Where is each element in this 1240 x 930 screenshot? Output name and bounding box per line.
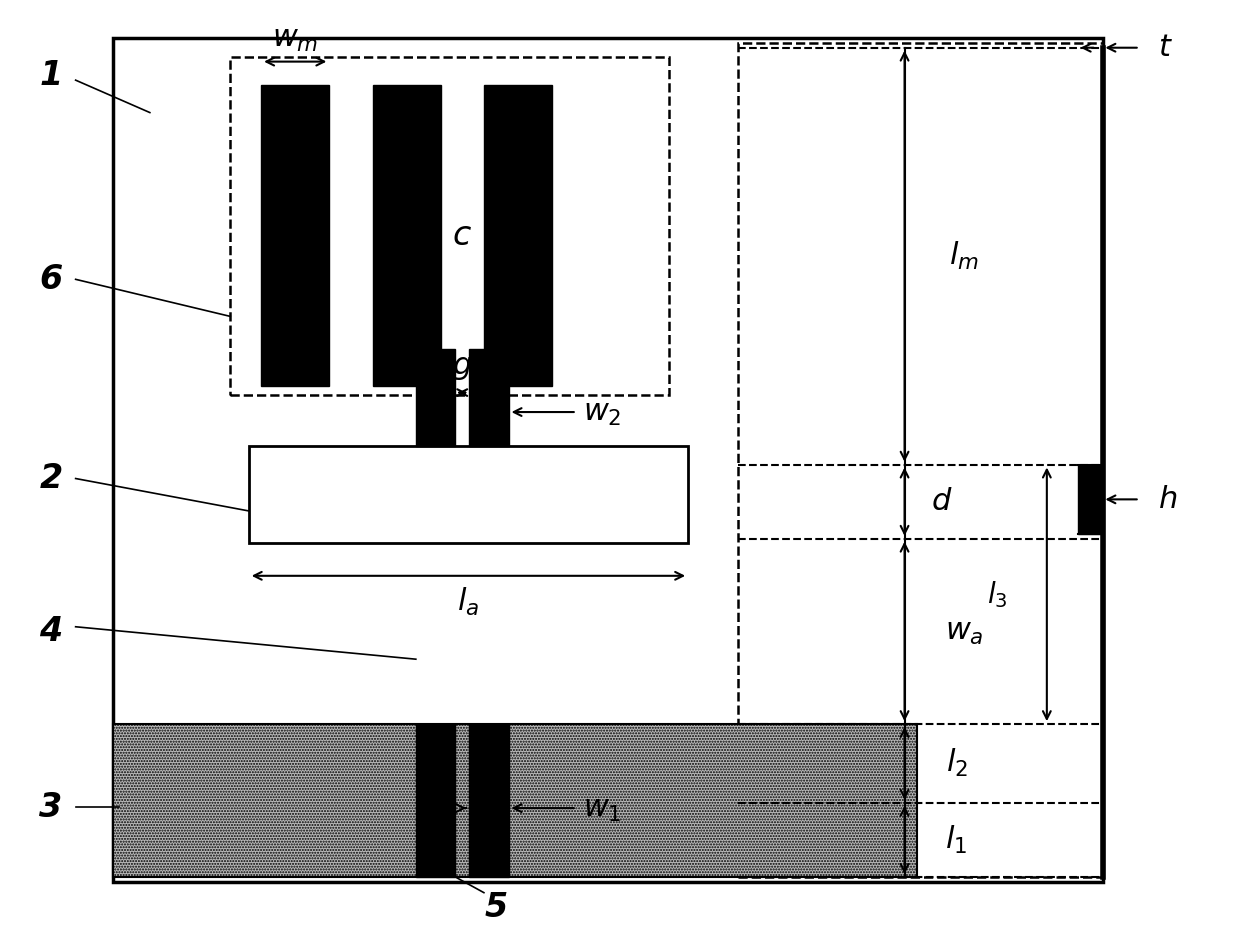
Bar	[484, 85, 552, 386]
Text: 6: 6	[40, 263, 62, 296]
Text: 1: 1	[40, 59, 62, 92]
Text: $l_{2}$: $l_{2}$	[946, 748, 967, 779]
Text: $d$: $d$	[931, 486, 952, 517]
Text: $w_{a}$: $w_{a}$	[945, 616, 983, 647]
Text: $w_{m}$: $w_{m}$	[272, 23, 319, 54]
Text: $t$: $t$	[1158, 33, 1173, 63]
Text: $l_{3}$: $l_{3}$	[987, 579, 1008, 610]
Text: $g$: $g$	[453, 352, 472, 382]
Text: $w_1$: $w_1$	[583, 792, 621, 824]
Bar	[738, 43, 1102, 877]
Text: 3: 3	[40, 790, 62, 824]
Bar	[262, 85, 330, 386]
Text: $h$: $h$	[1158, 484, 1178, 515]
Text: $w_2$: $w_2$	[583, 396, 621, 428]
Bar	[469, 724, 508, 877]
Bar	[113, 38, 1102, 882]
Text: 2: 2	[40, 462, 62, 495]
Bar	[249, 446, 688, 543]
Text: $c$: $c$	[453, 219, 472, 252]
Text: $l_{m}$: $l_{m}$	[949, 240, 978, 272]
Bar	[1078, 465, 1102, 534]
Bar	[113, 724, 916, 877]
Text: 5: 5	[485, 891, 508, 924]
Bar	[469, 349, 508, 446]
Bar	[231, 57, 670, 395]
Bar	[415, 349, 455, 446]
Text: $l_{1}$: $l_{1}$	[945, 824, 967, 856]
Bar	[415, 724, 455, 877]
Bar	[372, 85, 440, 386]
Text: $l_{a}$: $l_{a}$	[458, 586, 480, 618]
Text: 4: 4	[40, 615, 62, 648]
